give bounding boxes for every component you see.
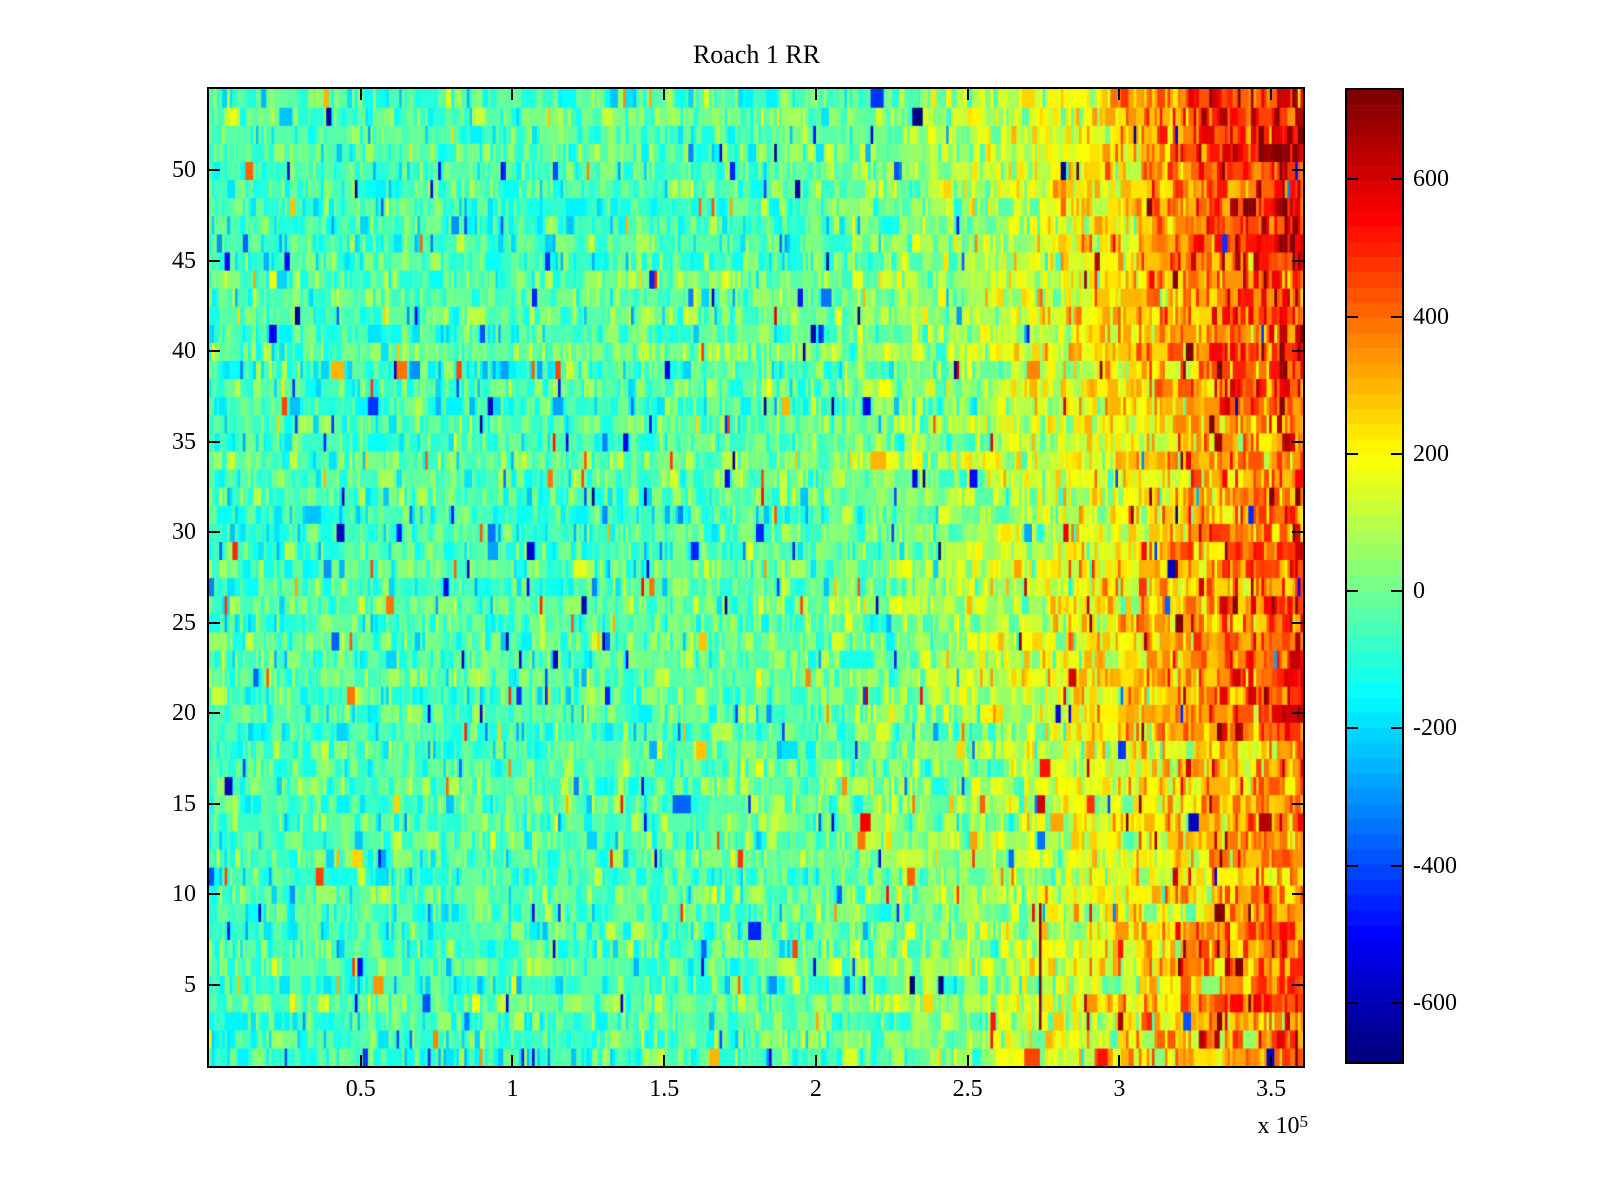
x-tick-mark — [359, 1055, 362, 1066]
y-tick-label: 10 — [172, 881, 196, 908]
y-tick-mark-right — [1292, 350, 1303, 353]
x-tick-mark — [511, 1055, 514, 1066]
x-tick-mark — [814, 1055, 817, 1066]
y-tick-mark-right — [1292, 983, 1303, 986]
y-tick-mark — [209, 440, 220, 443]
x-tick-label: 2.5 — [952, 1076, 983, 1102]
x-tick-mark — [1270, 1055, 1273, 1066]
y-tick-mark-right — [1292, 259, 1303, 262]
plot-area — [207, 87, 1305, 1068]
x-tick-mark-top — [359, 89, 362, 100]
y-tick-label: 20 — [172, 700, 196, 727]
colorbar-tick-mark-left — [1347, 452, 1358, 455]
colorbar-tick-mark-left — [1347, 864, 1358, 867]
colorbar-tick-mark-left — [1347, 727, 1358, 730]
colorbar-tick-mark-right — [1391, 590, 1402, 593]
y-tick-mark — [209, 259, 220, 262]
x-tick-mark-top — [511, 89, 514, 100]
heatmap-canvas — [209, 89, 1303, 1066]
colorbar-tick-label: -400 — [1413, 852, 1457, 879]
colorbar-tick-label: -600 — [1413, 989, 1457, 1016]
y-tick-label: 45 — [172, 247, 196, 274]
y-tick-label: 40 — [172, 338, 196, 365]
colorbar-tick-label: -200 — [1413, 715, 1457, 742]
x-tick-mark-top — [1118, 89, 1121, 100]
y-tick-mark-right — [1292, 621, 1303, 624]
y-tick-mark-right — [1292, 893, 1303, 896]
y-tick-mark — [209, 621, 220, 624]
y-tick-mark-right — [1292, 440, 1303, 443]
y-tick-mark — [209, 802, 220, 805]
colorbar-tick-mark-left — [1347, 178, 1358, 181]
x-axis-exponent-prefix: x 10 — [1257, 1113, 1300, 1139]
y-tick-mark-right — [1292, 802, 1303, 805]
y-tick-mark-right — [1292, 531, 1303, 534]
x-tick-label: 3.5 — [1256, 1076, 1287, 1102]
y-tick-mark-right — [1292, 712, 1303, 715]
y-tick-mark — [209, 893, 220, 896]
colorbar-tick-mark-left — [1347, 1001, 1358, 1004]
colorbar-tick-mark-right — [1391, 1001, 1402, 1004]
x-tick-label: 2 — [809, 1076, 822, 1102]
colorbar-tick-mark-left — [1347, 315, 1358, 318]
colorbar-tick-mark-left — [1347, 590, 1358, 593]
y-tick-mark — [209, 983, 220, 986]
x-tick-mark-top — [814, 89, 817, 100]
y-tick-label: 50 — [172, 157, 196, 184]
x-tick-mark-top — [663, 89, 666, 100]
x-tick-mark-top — [966, 89, 969, 100]
y-tick-mark — [209, 531, 220, 534]
colorbar-tick-mark-right — [1391, 315, 1402, 318]
colorbar-tick-mark-right — [1391, 864, 1402, 867]
x-tick-label: 1.5 — [649, 1076, 680, 1102]
chart-title: Roach 1 RR — [692, 40, 821, 69]
colorbar-tick-label: 400 — [1413, 303, 1449, 330]
y-tick-mark — [209, 712, 220, 715]
x-tick-label: 1 — [506, 1076, 519, 1102]
colorbar-tick-label: 600 — [1413, 166, 1449, 193]
x-axis-exponent-sup: 5 — [1299, 1112, 1309, 1131]
colorbar-tick-mark-right — [1391, 452, 1402, 455]
y-tick-label: 35 — [172, 428, 196, 455]
x-tick-mark — [663, 1055, 666, 1066]
colorbar-canvas — [1347, 90, 1402, 1062]
x-axis-exponent-label: x 105 — [1190, 1112, 1309, 1140]
x-tick-label: 3 — [1113, 1076, 1126, 1102]
x-tick-mark — [1118, 1055, 1121, 1066]
y-tick-label: 30 — [172, 519, 196, 546]
colorbar — [1345, 88, 1404, 1064]
colorbar-tick-label: 200 — [1413, 440, 1449, 467]
colorbar-tick-label: 0 — [1413, 578, 1425, 605]
x-tick-label: 0.5 — [345, 1076, 376, 1102]
y-tick-mark — [209, 169, 220, 172]
y-tick-label: 15 — [172, 790, 196, 817]
colorbar-tick-mark-right — [1391, 178, 1402, 181]
x-tick-mark — [966, 1055, 969, 1066]
colorbar-tick-mark-right — [1391, 727, 1402, 730]
y-tick-mark-right — [1292, 169, 1303, 172]
x-tick-mark-top — [1270, 89, 1273, 100]
y-tick-label: 5 — [184, 971, 196, 998]
y-tick-mark — [209, 350, 220, 353]
y-tick-label: 25 — [172, 609, 196, 636]
